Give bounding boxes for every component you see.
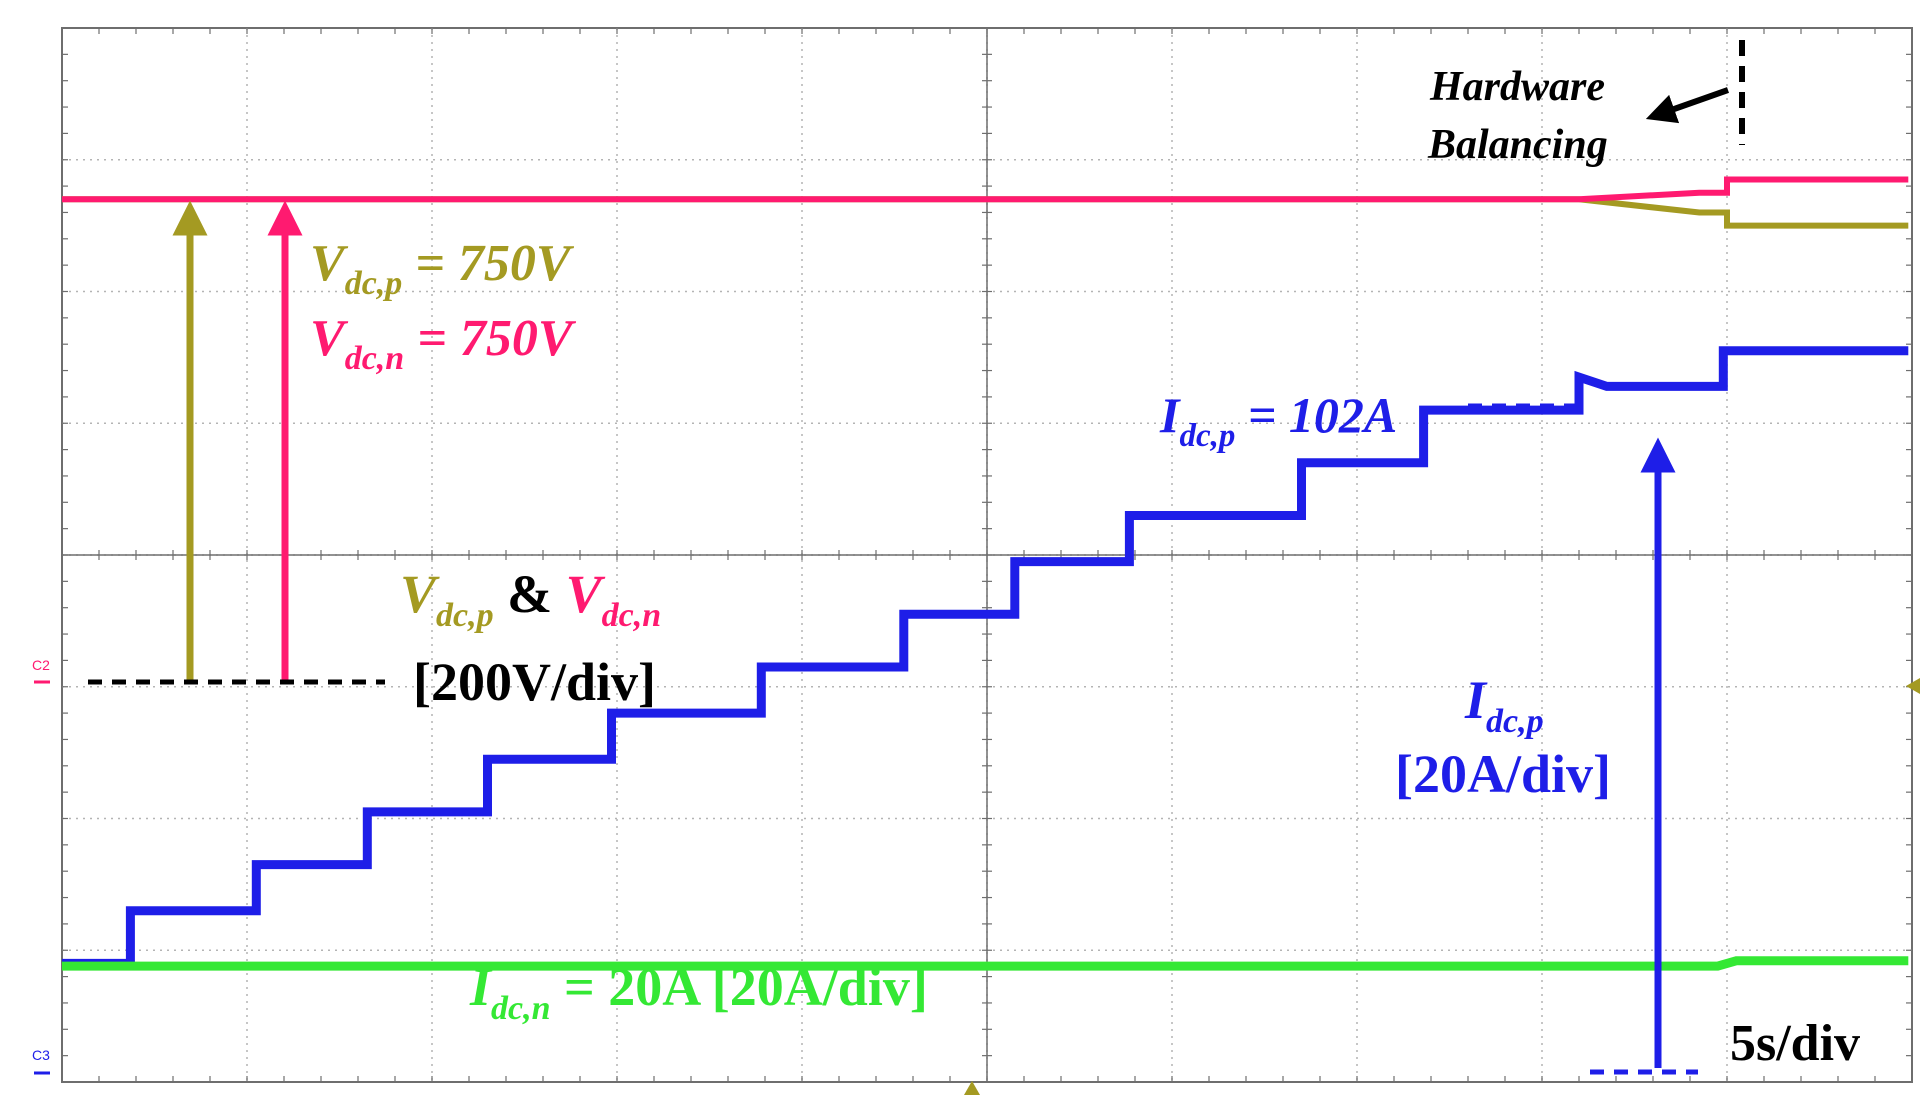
scope-grid [61, 27, 1913, 1083]
trace-idcp [62, 346, 1909, 968]
trace-vdcn [62, 176, 1909, 203]
vdcn-value-label: Vdc,n = 750V [310, 310, 577, 377]
c3-marker-label: C3 [32, 1047, 50, 1063]
hardware-balancing-label-line1: Hardware [1429, 64, 1605, 110]
idcn-value-label: Idc,n = 20A [20A/div] [469, 957, 928, 1027]
hardware-balancing-label-line2: Balancing [1427, 122, 1608, 168]
idcp-scale-div-label: [20A/div] [1395, 744, 1611, 804]
scope-traces [62, 176, 1909, 971]
trigger-level-marker [1906, 678, 1920, 694]
hardware-balancing-arrow [1645, 87, 1729, 124]
time-div-label: 5s/div [1730, 1015, 1860, 1072]
idcp-value-label: Idc,p = 102A [1159, 387, 1397, 454]
annotation-labels: Vdc,p = 750V Vdc,n = 750V Vdc,p & Vdc,n … [310, 64, 1860, 1072]
v-scale-div-label: [200V/div] [413, 652, 656, 712]
trigger-position-marker [964, 1081, 980, 1095]
annotation-arrows [88, 40, 1745, 1075]
vdcp-value-label: Vdc,p = 750V [310, 235, 575, 302]
v-scale-label: Vdc,p & Vdc,n [400, 564, 661, 634]
channel-markers: C2 C3 [32, 657, 1920, 1095]
idcp-scale-label: Idc,p [1464, 670, 1544, 740]
c2-marker-label: C2 [32, 657, 50, 673]
trace-idcn [62, 956, 1909, 971]
